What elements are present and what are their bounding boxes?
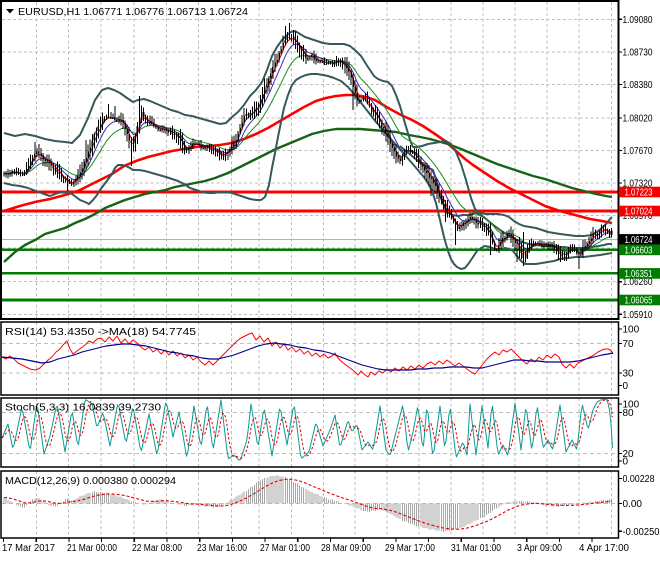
svg-text:27 Mar 01:00: 27 Mar 01:00 xyxy=(260,543,310,554)
svg-text:1.08730: 1.08730 xyxy=(623,47,653,58)
svg-text:EURUSD,H1 1.06771 1.06776 1.0: EURUSD,H1 1.06771 1.06776 1.06713 1.0672… xyxy=(18,7,248,18)
svg-text:1.07670: 1.07670 xyxy=(623,146,653,157)
svg-text:1.06970: 1.06970 xyxy=(623,211,653,222)
svg-text:1.07320: 1.07320 xyxy=(623,179,653,190)
svg-text:21 Mar 00:00: 21 Mar 00:00 xyxy=(67,543,117,554)
svg-text:0.00228: 0.00228 xyxy=(623,474,655,485)
svg-text:1.06603: 1.06603 xyxy=(625,245,653,256)
svg-text:100: 100 xyxy=(623,400,640,411)
svg-text:80: 80 xyxy=(623,408,635,419)
svg-text:29 Mar 17:00: 29 Mar 17:00 xyxy=(385,543,435,554)
svg-text:1.07024: 1.07024 xyxy=(625,207,653,218)
svg-text:1.08020: 1.08020 xyxy=(623,114,653,125)
svg-text:0: 0 xyxy=(623,457,629,468)
svg-text:17 Mar 2017: 17 Mar 2017 xyxy=(2,543,55,554)
svg-text:4 Apr 17:00: 4 Apr 17:00 xyxy=(579,543,629,554)
svg-text:30: 30 xyxy=(623,369,635,380)
svg-text:0.00: 0.00 xyxy=(623,499,643,510)
svg-text:20: 20 xyxy=(623,449,635,460)
svg-text:1.06724: 1.06724 xyxy=(625,235,653,246)
svg-text:1.09080: 1.09080 xyxy=(623,15,653,26)
svg-text:100: 100 xyxy=(623,325,640,336)
svg-text:3 Apr 09:00: 3 Apr 09:00 xyxy=(517,543,562,554)
svg-text:23 Mar 16:00: 23 Mar 16:00 xyxy=(197,543,247,554)
svg-text:1.08380: 1.08380 xyxy=(623,80,653,91)
svg-text:1.05910: 1.05910 xyxy=(623,310,653,321)
svg-text:0: 0 xyxy=(623,381,629,392)
svg-text:1.06351: 1.06351 xyxy=(625,269,653,280)
svg-text:1.07223: 1.07223 xyxy=(625,188,653,199)
svg-text:31 Mar 01:00: 31 Mar 01:00 xyxy=(451,543,501,554)
svg-text:RSI(14) 53.4350 ->MA(18) 54.7: RSI(14) 53.4350 ->MA(18) 54.7745 xyxy=(5,327,197,338)
svg-text:22 Mar 08:00: 22 Mar 08:00 xyxy=(132,543,182,554)
svg-text:70: 70 xyxy=(623,339,635,350)
svg-text:1.06065: 1.06065 xyxy=(625,296,653,307)
svg-text:1.06260: 1.06260 xyxy=(623,277,653,288)
svg-text:28 Mar 09:00: 28 Mar 09:00 xyxy=(321,543,371,554)
svg-text:Stoch(5,3,3) 16.0839 39.2730: Stoch(5,3,3) 16.0839 39.2730 xyxy=(5,403,162,414)
svg-text:-0.00250: -0.00250 xyxy=(623,527,660,538)
svg-text:MACD(12,26,9) 0.000380 0.00029: MACD(12,26,9) 0.000380 0.000294 xyxy=(5,476,176,487)
